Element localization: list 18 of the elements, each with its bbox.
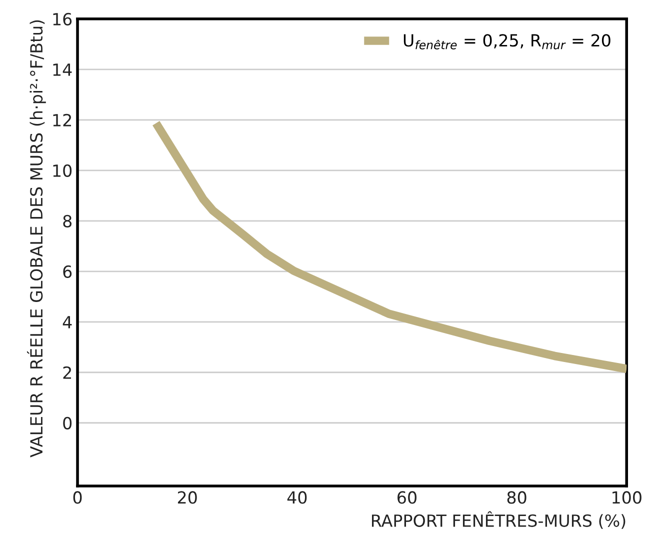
y-tick-label: 2: [63, 366, 71, 379]
y-tick-label: 8: [63, 214, 72, 228]
y-tick-label: 4: [62, 316, 72, 328]
x-tick-label: 0: [73, 491, 82, 504]
x-tick-label: 80: [507, 491, 526, 504]
y-tick-label: 14: [53, 64, 72, 76]
legend-label: U$_{fenêtre}$ = 0,25, R$_{mur}$ = 20: [404, 34, 610, 50]
y-tick-label: 10: [53, 164, 72, 177]
x-tick-label: 40: [287, 491, 307, 504]
y-tick-label: 0: [63, 416, 72, 430]
x-tick-label: 60: [398, 491, 416, 504]
y-axis-title: VALEUR R RÉELLE GLOBALE DES MURS (h·pi²·°F/Btu): [27, 20, 46, 458]
x-tick-label: 100: [612, 491, 642, 504]
x-axis-title: RAPPORT FENÊTRES-MURS (%): [372, 511, 626, 529]
y-tick-label: 16: [53, 12, 72, 26]
x-tick-label: 20: [178, 491, 197, 504]
y-tick-label: 12: [53, 114, 71, 126]
y-tick-label: 6: [63, 265, 72, 278]
